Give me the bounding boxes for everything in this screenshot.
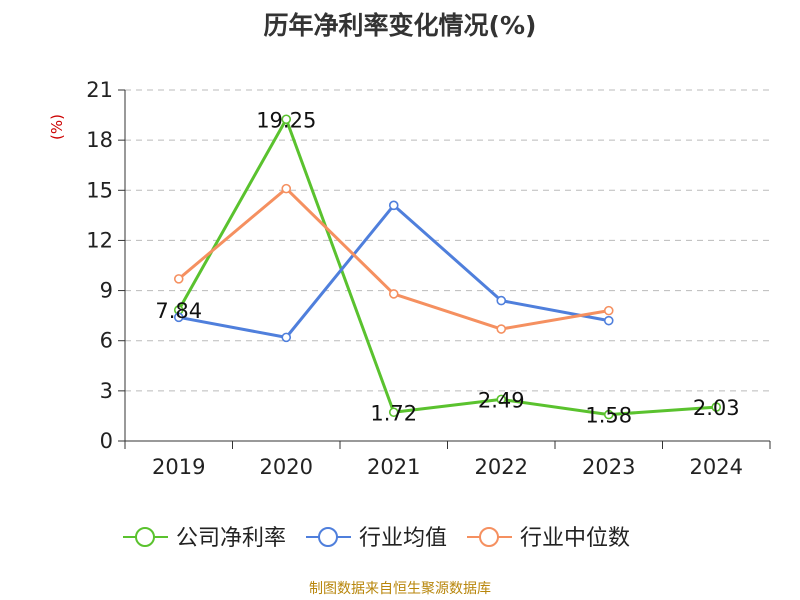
data-label: 1.58 [585,404,632,428]
data-point [281,183,292,194]
y-tick-label: 15 [86,178,113,202]
data-point [388,200,399,211]
series-line [177,117,717,417]
data-point [281,114,292,125]
y-tick-label: 9 [100,279,113,303]
data-point [173,312,184,323]
y-tick-label: 3 [100,379,113,403]
chart-title: 历年净利率变化情况(%) [263,11,537,40]
data-point [496,394,507,405]
legend-label: 公司净利率 [176,526,286,551]
y-tick-label: 12 [86,228,113,252]
data-label: 19.25 [256,108,316,132]
x-tick-label: 2019 [152,455,205,479]
data-point [496,295,507,306]
x-tick-label: 2023 [582,455,635,479]
data-point [603,305,614,316]
data-point [603,409,614,420]
legend: 公司净利率 行业均值 行业中位数 [123,526,630,551]
series-lines [173,114,722,420]
legend-marker [479,527,499,547]
x-tick-label: 2022 [475,455,528,479]
y-tick-label: 21 [86,78,113,102]
gridlines [125,89,770,392]
data-point [388,407,399,418]
y-tick-label: 6 [100,329,113,353]
axes: 0 3 6 9 12 15 18 21 2019 2020 2021 2022 2023 2024 (%) [48,78,771,479]
data-label: 2.03 [693,396,740,420]
x-tick-label: 2024 [690,455,743,479]
x-tick-label: 2020 [260,455,313,479]
legend-label: 行业中位数 [520,526,630,551]
legend-marker [318,527,338,547]
data-point [603,315,614,326]
legend-label: 行业均值 [359,526,447,551]
data-point [388,289,399,299]
x-tick-label: 2021 [367,455,420,479]
y-axis-unit-label: (%) [48,114,66,140]
data-label: 7.84 [155,299,202,323]
data-point [281,332,292,343]
y-tick-label: 18 [86,128,113,152]
data-point [711,402,722,412]
legend-marker [135,527,155,547]
data-label: 2.49 [478,388,525,412]
y-tick-label: 0 [100,429,113,453]
data-labels: 7.84 19.25 1.72 2.49 1.58 2.03 [155,108,739,427]
source-note: 制图数据来自恒生聚源数据库 [309,581,491,597]
data-point [173,274,184,284]
data-point [496,324,507,334]
data-label: 1.72 [370,401,417,425]
